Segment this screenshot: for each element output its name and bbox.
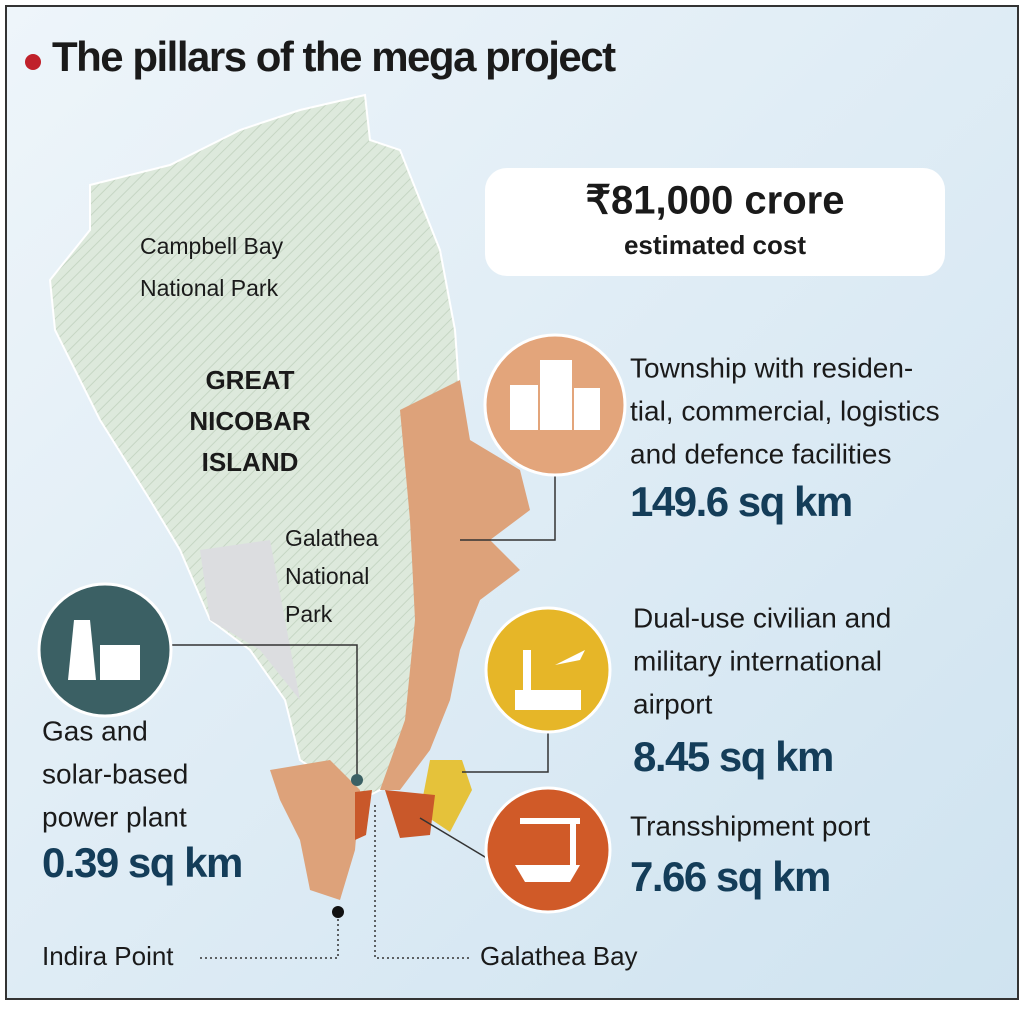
- title-dot: [25, 54, 41, 70]
- item-text: airport: [633, 688, 713, 719]
- airport-glyph: [515, 650, 585, 710]
- cost-box: [485, 168, 945, 276]
- item-text: power plant: [42, 801, 187, 832]
- item-text: Dual-use civilian and: [633, 602, 891, 633]
- township-zone: [380, 380, 530, 790]
- port-glyph: [515, 818, 580, 882]
- item-area: 0.39 sq km: [42, 839, 242, 886]
- title: The pillars of the mega project: [52, 33, 616, 80]
- item-text: Transshipment port: [630, 810, 870, 841]
- item-text: tial, commercial, logistics: [630, 395, 940, 426]
- airport-icon: [484, 606, 612, 734]
- map-label: Galathea: [285, 525, 379, 551]
- map-label: GREAT: [205, 365, 294, 395]
- item-text: and defence facilities: [630, 438, 892, 469]
- plant-dot: [351, 774, 363, 786]
- cost-amount: ₹81,000 crore: [586, 179, 845, 223]
- map-label: NICOBAR: [189, 406, 311, 436]
- grey-zone: [200, 540, 300, 700]
- item-text: solar-based: [42, 758, 188, 789]
- item-text: military international: [633, 645, 882, 676]
- map-label: ISLAND: [202, 447, 299, 477]
- port-icon: [484, 786, 612, 914]
- item-text: Gas and: [42, 715, 148, 746]
- item-area: 7.66 sq km: [630, 853, 830, 900]
- map-label: National Park: [140, 275, 279, 301]
- connectors: [170, 475, 556, 959]
- airport-zone: [420, 760, 472, 832]
- south-zone: [270, 760, 360, 900]
- plant-glyph: [68, 620, 140, 680]
- item-area: 8.45 sq km: [633, 733, 833, 780]
- map-label: National: [285, 563, 369, 589]
- plant-zone: [355, 790, 372, 840]
- place-label: Galathea Bay: [480, 941, 638, 971]
- map-label: Park: [285, 601, 333, 627]
- item-text: Township with residen-: [630, 352, 913, 383]
- item-area: 149.6 sq km: [630, 478, 852, 525]
- indira-dot: [332, 906, 344, 918]
- township-glyph: [510, 360, 600, 430]
- map-label: Campbell Bay: [140, 233, 284, 259]
- cost-caption: estimated cost: [624, 230, 806, 260]
- port-zone: [385, 790, 435, 838]
- place-label: Indira Point: [42, 941, 174, 971]
